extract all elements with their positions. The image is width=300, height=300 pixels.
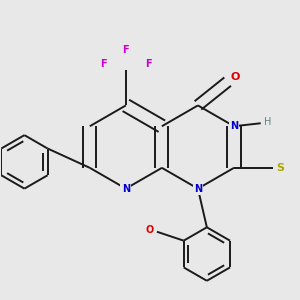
Text: O: O xyxy=(230,72,240,82)
Text: N: N xyxy=(230,121,238,131)
Text: F: F xyxy=(122,45,129,56)
Text: F: F xyxy=(100,59,107,69)
Text: H: H xyxy=(265,117,272,127)
Text: O: O xyxy=(146,225,154,235)
Text: N: N xyxy=(194,184,202,194)
Text: F: F xyxy=(145,59,152,69)
Text: N: N xyxy=(122,184,130,194)
Text: S: S xyxy=(276,163,284,173)
